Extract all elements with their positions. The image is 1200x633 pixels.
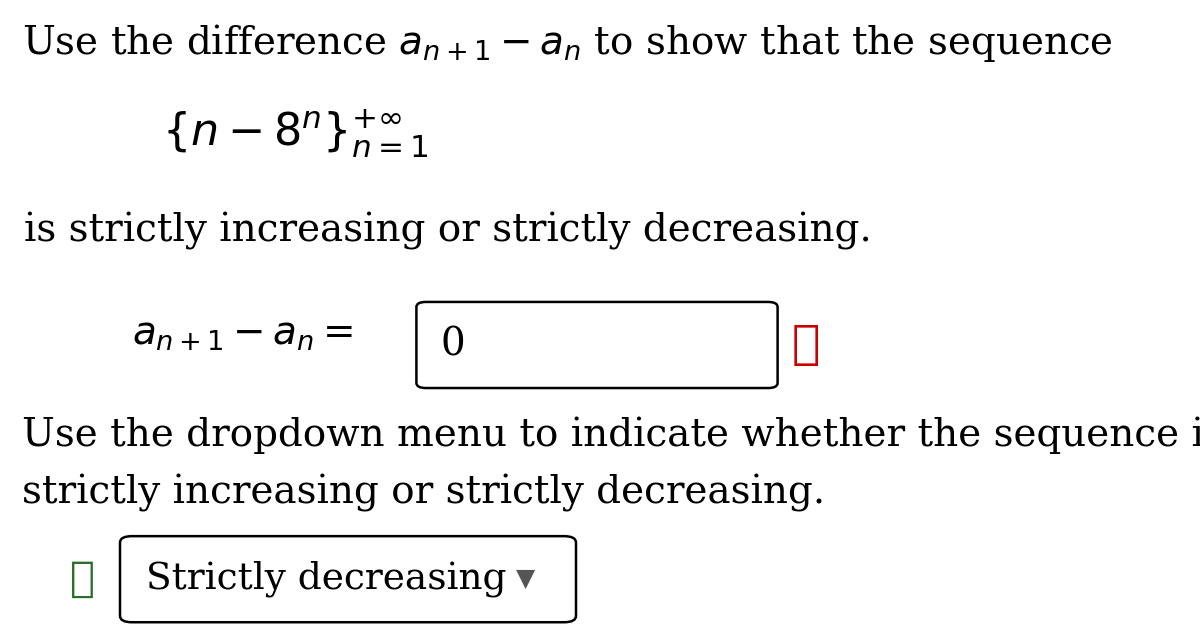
Text: $\{n - 8^n\}_{n=1}^{+\infty}$: $\{n - 8^n\}_{n=1}^{+\infty}$ [162, 107, 428, 160]
Text: ✖: ✖ [792, 322, 821, 368]
Text: is strictly increasing or strictly decreasing.: is strictly increasing or strictly decre… [24, 212, 871, 250]
Text: ✔: ✔ [70, 558, 95, 600]
Text: Use the dropdown menu to indicate whether the sequence is: Use the dropdown menu to indicate whethe… [22, 417, 1200, 454]
Text: Strictly decreasing: Strictly decreasing [146, 561, 506, 598]
Text: ▼: ▼ [516, 568, 535, 591]
Text: Use the difference $a_{n+1} - a_n$ to show that the sequence: Use the difference $a_{n+1} - a_n$ to sh… [22, 22, 1112, 64]
Text: 0: 0 [440, 327, 466, 363]
Text: strictly increasing or strictly decreasing.: strictly increasing or strictly decreasi… [22, 473, 824, 511]
Text: $a_{n+1} - a_n =$: $a_{n+1} - a_n =$ [132, 316, 353, 353]
